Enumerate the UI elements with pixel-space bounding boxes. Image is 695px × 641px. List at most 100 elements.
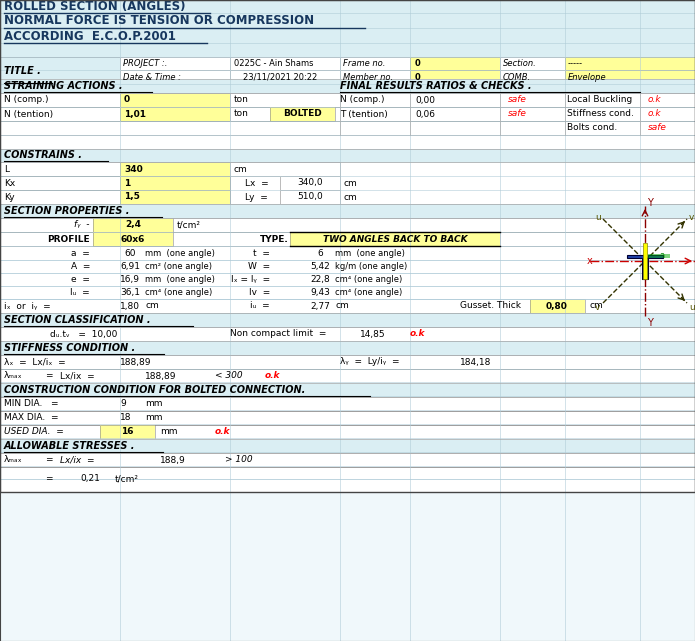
Text: iₓ  or  iᵧ  =: iₓ or iᵧ = <box>4 301 51 310</box>
Text: x: x <box>587 256 593 266</box>
Text: 340,0: 340,0 <box>297 178 322 188</box>
Text: COMB.: COMB. <box>503 72 531 81</box>
Bar <box>290 232 500 246</box>
Text: iᵤ  =: iᵤ = <box>250 301 270 310</box>
Bar <box>0 57 120 84</box>
Text: =: = <box>45 372 53 381</box>
Bar <box>0 327 695 341</box>
Bar <box>0 453 695 467</box>
Bar <box>0 355 695 369</box>
Bar <box>120 190 230 204</box>
Text: TYPE.: TYPE. <box>260 235 288 244</box>
Text: 0,21: 0,21 <box>80 474 100 483</box>
Bar <box>120 176 230 190</box>
Text: 16,9: 16,9 <box>120 275 140 284</box>
Text: 0225C - Ain Shams: 0225C - Ain Shams <box>234 60 313 69</box>
Text: TWO ANGLES BACK TO BACK: TWO ANGLES BACK TO BACK <box>322 235 467 244</box>
Text: 5,42: 5,42 <box>310 262 330 271</box>
Text: 0: 0 <box>124 96 130 104</box>
Bar <box>0 313 695 327</box>
Bar <box>0 57 120 84</box>
Text: 510,0: 510,0 <box>297 192 323 201</box>
Text: 6,91: 6,91 <box>120 262 140 271</box>
Bar <box>500 70 565 84</box>
Text: PROJECT :.: PROJECT :. <box>123 60 167 69</box>
Bar <box>120 107 230 121</box>
Bar <box>100 425 155 439</box>
Bar <box>410 57 500 70</box>
Bar <box>0 411 695 425</box>
Bar <box>340 57 410 70</box>
Text: Stiffness cond.: Stiffness cond. <box>567 110 634 119</box>
Text: 9: 9 <box>120 399 126 408</box>
Text: ALLOWABLE STRESSES .: ALLOWABLE STRESSES . <box>4 441 136 451</box>
Text: 0: 0 <box>415 72 420 81</box>
Bar <box>93 232 173 246</box>
Text: 188,89: 188,89 <box>120 358 152 367</box>
Polygon shape <box>627 255 645 279</box>
Bar <box>500 57 565 70</box>
Bar <box>0 107 695 121</box>
Bar <box>0 355 695 369</box>
Bar <box>0 232 695 246</box>
Text: Date & Time :: Date & Time : <box>123 72 181 81</box>
Text: 16: 16 <box>121 428 133 437</box>
Bar <box>340 57 410 70</box>
Bar <box>270 107 335 121</box>
Text: Bolts cond.: Bolts cond. <box>567 124 617 133</box>
Text: cm: cm <box>145 301 158 310</box>
Text: CONSTRAINS .: CONSTRAINS . <box>4 151 82 160</box>
Text: > 100: > 100 <box>225 456 252 465</box>
Bar <box>230 70 340 84</box>
Text: 60x6: 60x6 <box>121 235 145 244</box>
Text: A  =: A = <box>71 262 90 271</box>
Text: Lx  =: Lx = <box>245 178 269 188</box>
Bar <box>643 243 647 279</box>
Text: SECTION PROPERTIES .: SECTION PROPERTIES . <box>4 206 129 216</box>
Text: ton: ton <box>234 110 249 119</box>
Text: 9,43: 9,43 <box>310 288 330 297</box>
Text: -----: ----- <box>568 60 583 69</box>
Bar <box>0 218 695 232</box>
Text: e  =: e = <box>71 275 90 284</box>
Text: MIN DIA.   =: MIN DIA. = <box>4 399 58 408</box>
Text: 184,18: 184,18 <box>460 358 491 367</box>
Bar <box>0 273 695 286</box>
Text: mm: mm <box>145 399 163 408</box>
Text: ton: ton <box>234 96 249 104</box>
Text: 6: 6 <box>317 249 323 258</box>
Bar <box>0 149 695 162</box>
Bar <box>0 93 695 107</box>
Text: MAX DIA.  =: MAX DIA. = <box>4 413 58 422</box>
Bar <box>290 232 500 246</box>
Bar <box>0 79 695 93</box>
Text: FINAL RESULTS RATIOS & CHECKS .: FINAL RESULTS RATIOS & CHECKS . <box>340 81 532 91</box>
Bar <box>0 397 695 411</box>
Text: a: a <box>659 251 664 260</box>
Bar <box>0 0 695 492</box>
Text: ACCORDING  E.C.O.P.2001: ACCORDING E.C.O.P.2001 <box>4 29 176 42</box>
Text: Envelope: Envelope <box>568 72 607 81</box>
Bar <box>0 425 695 439</box>
Text: dᵤ.tᵥ   =  10,00: dᵤ.tᵥ = 10,00 <box>50 329 117 338</box>
Bar <box>565 57 695 70</box>
Text: 18: 18 <box>120 413 131 422</box>
Text: t  =: t = <box>253 249 270 258</box>
Bar <box>230 57 340 70</box>
Bar <box>565 70 695 84</box>
Text: o.k: o.k <box>265 372 281 381</box>
Bar <box>530 299 585 313</box>
Bar <box>0 369 695 383</box>
Text: o.k: o.k <box>410 329 425 338</box>
Text: Member no.: Member no. <box>343 72 393 81</box>
Text: cm: cm <box>343 192 357 201</box>
Bar <box>0 176 120 190</box>
Text: fᵧ  -: fᵧ - <box>74 221 90 229</box>
Text: v: v <box>595 303 600 312</box>
Bar <box>410 70 500 84</box>
Bar <box>0 232 695 246</box>
Text: < 300: < 300 <box>215 372 243 381</box>
Text: Y: Y <box>647 198 653 208</box>
Text: 2,77: 2,77 <box>310 301 330 310</box>
Text: USED DIA.  =: USED DIA. = <box>4 428 64 437</box>
